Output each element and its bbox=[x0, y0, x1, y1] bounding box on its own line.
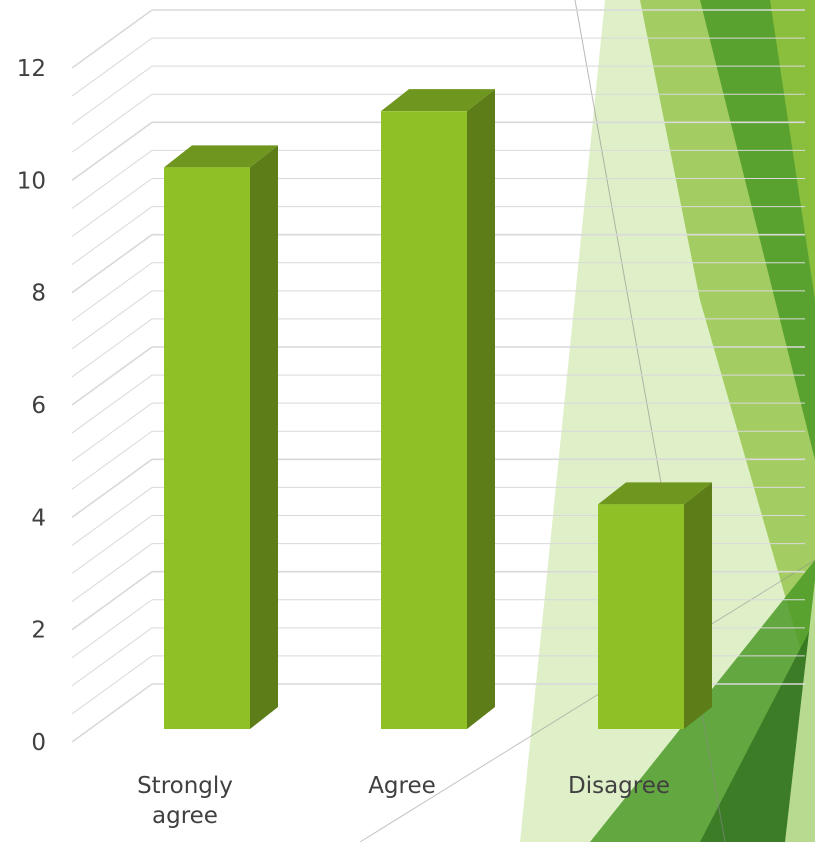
bar-1 bbox=[381, 89, 495, 729]
gridline-diagonal-7 bbox=[71, 487, 153, 546]
bar-2 bbox=[598, 482, 712, 729]
bar-front-1 bbox=[381, 111, 467, 729]
bar-top-0 bbox=[164, 145, 278, 168]
gridline-diagonal-24 bbox=[71, 9, 153, 69]
bar-side-1 bbox=[467, 89, 495, 729]
y-tick-label-4: 8 bbox=[31, 281, 46, 307]
gridline-diagonal-0 bbox=[71, 683, 153, 743]
bar-side-2 bbox=[684, 482, 712, 729]
bar-side-0 bbox=[250, 145, 278, 730]
y-tick-label-0: 0 bbox=[31, 730, 46, 756]
y-tick-label-5: 10 bbox=[17, 168, 46, 194]
gridline-diagonal-10 bbox=[71, 402, 153, 462]
category-label-1: Agree bbox=[368, 773, 436, 799]
gridline-diagonal-20 bbox=[71, 121, 153, 181]
gridline-diagonal-23 bbox=[71, 37, 153, 97]
gridline-diagonal-5 bbox=[71, 543, 153, 602]
decorative-thin-line-2 bbox=[359, 559, 815, 842]
decorative-facet-6 bbox=[785, 580, 815, 842]
y-axis-tick-labels: 0 2 4 6 8 10 12 bbox=[17, 56, 46, 756]
gridline-diagonal-6 bbox=[71, 515, 153, 574]
category-label-2: Disagree bbox=[568, 773, 670, 799]
bar-top-2 bbox=[598, 482, 712, 505]
gridline-diagonal-19 bbox=[71, 150, 153, 209]
gridline-diagonal-9 bbox=[71, 430, 153, 490]
gridline-diagonal-13 bbox=[71, 318, 153, 378]
gridline-diagonal-22 bbox=[71, 65, 153, 125]
bar-front-0 bbox=[164, 167, 250, 730]
gridline-diagonal-3 bbox=[71, 599, 153, 659]
x-axis-category-labels: Strongly agree Agree Disagree bbox=[137, 773, 670, 829]
gridline-diagonal-8 bbox=[71, 458, 153, 518]
gridline-diagonal-16 bbox=[71, 234, 153, 294]
gridline-diagonal-4 bbox=[71, 571, 153, 631]
gridline-diagonal-17 bbox=[71, 206, 153, 265]
bar-top-1 bbox=[381, 89, 495, 112]
gridline-diagonal-12 bbox=[71, 346, 153, 406]
bar-0 bbox=[164, 145, 278, 730]
gridline-diagonal-15 bbox=[71, 262, 153, 322]
gridline-diagonal-1 bbox=[71, 655, 153, 715]
gridline-diagonal-14 bbox=[71, 290, 153, 350]
gridline-diagonal-11 bbox=[71, 374, 153, 434]
gridline-diagonal-2 bbox=[71, 627, 153, 687]
category-label-0: Strongly agree bbox=[137, 773, 233, 829]
y-tick-label-3: 6 bbox=[31, 393, 46, 419]
decorative-facet-2 bbox=[700, 0, 815, 460]
gridline-diagonal-18 bbox=[71, 178, 153, 237]
y-tick-label-1: 2 bbox=[31, 618, 46, 644]
decorative-facet-5 bbox=[700, 620, 815, 842]
y-tick-label-2: 4 bbox=[31, 505, 46, 531]
gridline-diagonal-21 bbox=[71, 93, 153, 153]
decorative-background-shapes bbox=[359, 0, 815, 842]
bars bbox=[164, 89, 712, 730]
y-tick-label-6: 12 bbox=[17, 56, 46, 82]
bar-front-2 bbox=[598, 504, 684, 729]
